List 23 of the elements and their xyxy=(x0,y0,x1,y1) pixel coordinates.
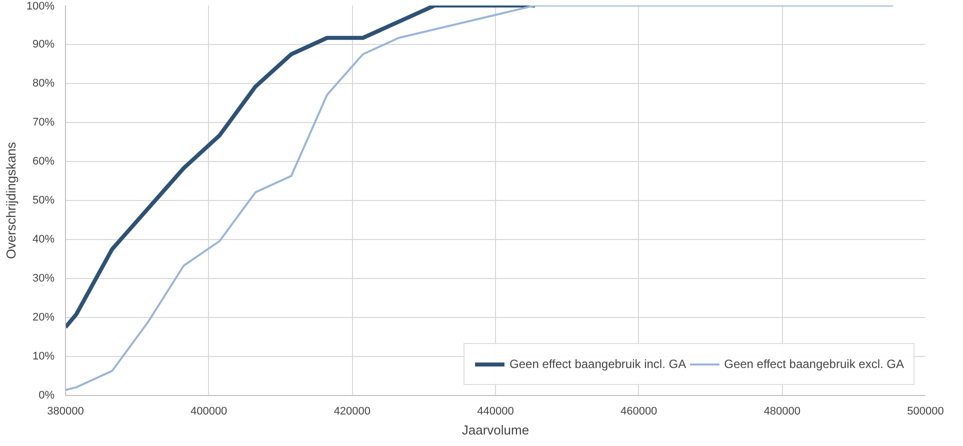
x-tick-label: 420000 xyxy=(334,406,371,418)
x-tick-label: 400000 xyxy=(190,406,228,418)
y-tick-label: 70% xyxy=(32,116,55,128)
y-tick-label: 20% xyxy=(32,312,55,324)
legend-label: Geen effect baangebruik excl. GA xyxy=(724,357,904,371)
y-tick-label: 40% xyxy=(32,234,55,246)
x-axis-title: Jaarvolume xyxy=(462,422,530,438)
y-tick-label: 60% xyxy=(32,156,55,168)
y-axis-title: Overschrijdingskans xyxy=(3,141,18,260)
legend-label: Geen effect baangebruik incl. GA xyxy=(510,357,686,371)
x-tick-label: 380000 xyxy=(47,406,84,418)
y-tick-label: 50% xyxy=(32,194,55,206)
x-tick-label: 460000 xyxy=(620,406,658,418)
x-tick-label: 440000 xyxy=(477,406,514,418)
y-tick-label: 0% xyxy=(38,390,55,402)
y-tick-label: 100% xyxy=(26,0,55,12)
y-tick-label: 90% xyxy=(32,38,55,50)
x-tick-label: 480000 xyxy=(764,406,801,418)
line-series xyxy=(66,6,537,330)
x-tick-label: 500000 xyxy=(907,406,944,418)
y-tick-label: 30% xyxy=(32,272,55,284)
y-tick-label: 80% xyxy=(32,78,55,90)
y-tick-label: 10% xyxy=(32,350,55,362)
